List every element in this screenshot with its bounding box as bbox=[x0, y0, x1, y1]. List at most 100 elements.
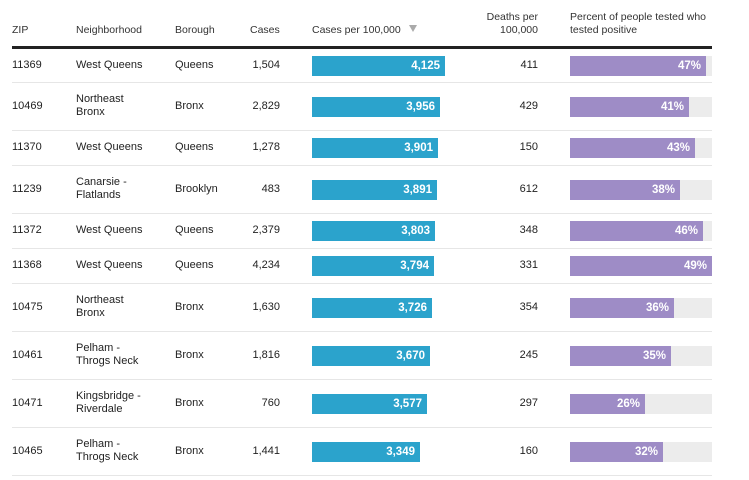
cases-per-100k-label: 3,794 bbox=[400, 260, 429, 272]
percent-positive-bar: 26% bbox=[570, 393, 645, 414]
cases-cell: 1,441 bbox=[252, 444, 280, 457]
table-row: 11368 West Queens Queens 4,234 3,794 331 49% bbox=[12, 249, 712, 284]
cases-per-100k-label: 3,891 bbox=[403, 183, 432, 196]
cases-per-100k-bar: 3,349 bbox=[312, 441, 420, 462]
header-borough[interactable]: Borough bbox=[175, 24, 215, 36]
table-body: 11369 West Queens Queens 1,504 4,125 411 47% 10… bbox=[12, 49, 712, 476]
deaths-per-100k-cell: 297 bbox=[519, 396, 538, 409]
borough-cell: Queens bbox=[175, 224, 214, 236]
cases-per-100k-bar: 3,803 bbox=[312, 221, 435, 241]
header-deaths-line1: Deaths per bbox=[486, 11, 538, 23]
header-zip[interactable]: ZIP bbox=[12, 24, 29, 36]
header-pct-line2: tested positive bbox=[570, 24, 638, 36]
table-row: 10471 Kingsbridge - Riverdale Bronx 760 3,577… bbox=[12, 380, 712, 428]
cases-cell: 1,816 bbox=[252, 348, 280, 361]
percent-positive-track: 41% bbox=[570, 96, 712, 117]
percent-positive-label: 26% bbox=[616, 397, 640, 410]
percent-positive-track: 38% bbox=[570, 179, 712, 200]
neighborhood-line2: Throgs Neck bbox=[76, 354, 139, 367]
percent-positive-track: 32% bbox=[570, 441, 712, 462]
percent-positive-label: 43% bbox=[666, 142, 690, 154]
percent-positive-track: 49% bbox=[570, 256, 712, 276]
cases-per-100k-bar: 3,726 bbox=[312, 297, 432, 318]
percent-positive-track: 36% bbox=[570, 297, 712, 318]
cases-per-100k-bar: 3,956 bbox=[312, 96, 440, 117]
cases-per-100k-bar: 3,577 bbox=[312, 393, 427, 414]
borough-cell: Queens bbox=[175, 58, 214, 71]
cases-cell: 2,829 bbox=[252, 99, 280, 112]
deaths-per-100k-cell: 331 bbox=[519, 259, 538, 271]
percent-positive-bar: 46% bbox=[570, 221, 703, 241]
borough-cell: Bronx bbox=[175, 300, 204, 313]
percent-positive-label: 49% bbox=[683, 260, 707, 272]
table-row: 11372 West Queens Queens 2,379 3,803 348 46% bbox=[12, 214, 712, 249]
borough-cell: Bronx bbox=[175, 444, 204, 457]
neighborhood-line1: West Queens bbox=[76, 141, 143, 153]
sort-descending-icon[interactable] bbox=[408, 25, 417, 32]
zip-cell: 10461 bbox=[12, 348, 43, 361]
percent-positive-bar: 49% bbox=[570, 256, 712, 276]
percent-positive-track: 43% bbox=[570, 138, 712, 158]
neighborhood-line1: Kingsbridge - bbox=[76, 389, 141, 402]
header-neighborhood[interactable]: Neighborhood bbox=[76, 24, 142, 36]
deaths-per-100k-cell: 245 bbox=[519, 348, 538, 361]
zip-cell: 10469 bbox=[12, 99, 43, 112]
zip-cell: 11369 bbox=[12, 58, 42, 71]
header-deaths-line2: 100,000 bbox=[500, 24, 538, 36]
header-pct-line1: Percent of people tested who bbox=[570, 11, 707, 23]
percent-positive-track: 26% bbox=[570, 393, 712, 414]
cases-cell: 1,504 bbox=[252, 58, 280, 71]
neighborhood-cell: Canarsie - Flatlands bbox=[76, 176, 127, 202]
percent-positive-label: 35% bbox=[642, 349, 666, 362]
neighborhood-cell: Northeast Bronx bbox=[76, 93, 124, 119]
deaths-per-100k-cell: 354 bbox=[519, 300, 538, 313]
neighborhood-line2: Bronx bbox=[76, 306, 105, 319]
deaths-per-100k-cell: 150 bbox=[519, 141, 538, 153]
neighborhood-cell: West Queens bbox=[76, 141, 142, 154]
deaths-per-100k-cell: 411 bbox=[520, 58, 538, 71]
neighborhood-line2: Riverdale bbox=[76, 402, 123, 415]
cases-per-100k-bar: 4,125 bbox=[312, 55, 445, 76]
percent-positive-bar: 38% bbox=[570, 179, 680, 200]
neighborhood-line1: Pelham - bbox=[76, 341, 121, 354]
table-row: 10465 Pelham - Throgs Neck Bronx 1,441 3,349 1… bbox=[12, 428, 712, 476]
cases-cell: 760 bbox=[261, 396, 280, 409]
zip-cell: 10475 bbox=[12, 300, 43, 313]
cases-per-100k-label: 3,803 bbox=[401, 225, 430, 237]
header-deaths-per-100k[interactable]: Deaths per 100,000 bbox=[442, 11, 538, 37]
cases-per-100k-label: 3,577 bbox=[393, 397, 422, 410]
table-header: ZIP Neighborhood Borough Cases Cases per… bbox=[12, 0, 712, 49]
neighborhood-cell: Kingsbridge - Riverdale bbox=[76, 390, 141, 416]
neighborhood-line1: Pelham - bbox=[76, 437, 121, 450]
cases-per-100k-label: 3,349 bbox=[386, 445, 415, 458]
percent-positive-bar: 41% bbox=[570, 96, 689, 117]
neighborhood-line1: Northeast bbox=[76, 92, 124, 105]
table-row: 11239 Canarsie - Flatlands Brooklyn 483 3,891… bbox=[12, 166, 712, 214]
zip-cell: 11239 bbox=[12, 182, 42, 195]
borough-cell: Bronx bbox=[175, 396, 204, 409]
header-cases-per-100k[interactable]: Cases per 100,000 bbox=[312, 24, 417, 37]
cases-cell: 2,379 bbox=[252, 224, 280, 236]
cases-per-100k-label: 3,726 bbox=[398, 301, 427, 314]
neighborhood-line2: Flatlands bbox=[76, 188, 121, 201]
percent-positive-label: 32% bbox=[634, 445, 658, 458]
percent-positive-label: 38% bbox=[651, 183, 675, 196]
zip-cell: 10471 bbox=[12, 396, 43, 409]
neighborhood-line1: Canarsie - bbox=[76, 175, 127, 188]
percent-positive-bar: 47% bbox=[570, 55, 706, 76]
zip-cell: 10465 bbox=[12, 444, 43, 457]
percent-positive-label: 46% bbox=[674, 225, 698, 237]
header-percent-positive[interactable]: Percent of people tested who tested posit… bbox=[570, 11, 706, 37]
percent-positive-bar: 36% bbox=[570, 297, 674, 318]
neighborhood-cell: Northeast Bronx bbox=[76, 294, 124, 320]
table-row: 11369 West Queens Queens 1,504 4,125 411 47% bbox=[12, 49, 712, 83]
percent-positive-track: 35% bbox=[570, 345, 712, 366]
percent-positive-label: 47% bbox=[677, 59, 701, 72]
cases-cell: 483 bbox=[261, 182, 280, 195]
header-cases[interactable]: Cases bbox=[250, 24, 280, 36]
neighborhood-cell: Pelham - Throgs Neck bbox=[76, 438, 138, 464]
table-row: 10461 Pelham - Throgs Neck Bronx 1,816 3,670 2… bbox=[12, 332, 712, 380]
table-row: 10469 Northeast Bronx Bronx 2,829 3,956 429 41% bbox=[12, 83, 712, 131]
neighborhood-cell: Pelham - Throgs Neck bbox=[76, 342, 138, 368]
neighborhood-line1: West Queens bbox=[76, 259, 143, 271]
